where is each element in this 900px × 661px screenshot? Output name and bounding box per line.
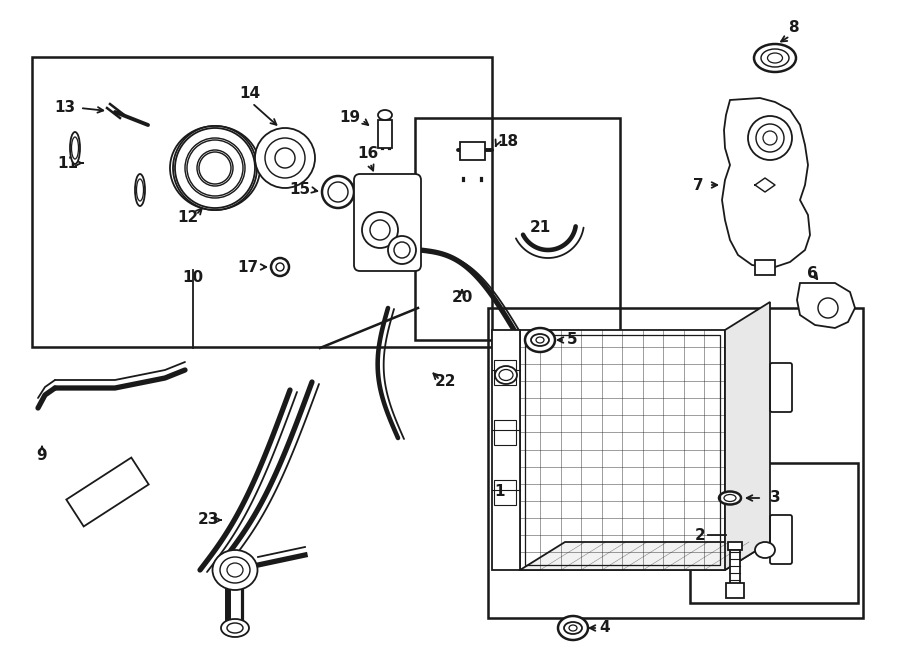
Circle shape [271,258,289,276]
Ellipse shape [212,550,257,590]
Text: 21: 21 [529,221,551,235]
Ellipse shape [70,132,80,164]
Text: 23: 23 [197,512,219,527]
Ellipse shape [322,176,354,208]
Text: 2: 2 [695,527,706,543]
Text: 1: 1 [495,485,505,500]
Bar [378,120,392,148]
Text: 8: 8 [788,20,798,34]
Text: 18: 18 [498,134,518,149]
FancyBboxPatch shape [354,174,421,271]
Ellipse shape [221,619,249,637]
Text: 17: 17 [238,260,258,274]
Circle shape [748,116,792,160]
Circle shape [255,128,315,188]
Text: 19: 19 [339,110,361,126]
Text: 3: 3 [770,490,780,506]
Ellipse shape [135,174,145,206]
Text: 22: 22 [434,375,455,389]
Bar [755,260,775,275]
Text: 15: 15 [290,182,310,198]
Text: 12: 12 [177,210,199,225]
Polygon shape [722,98,810,268]
Ellipse shape [754,44,796,72]
Text: 4: 4 [599,619,610,635]
Bar [492,330,520,570]
Text: 10: 10 [183,270,203,286]
Text: 20: 20 [451,290,472,305]
Ellipse shape [170,126,260,210]
Bar [728,542,742,550]
Bar [690,463,858,603]
Bar [525,335,720,565]
Bar [726,583,744,598]
Ellipse shape [495,366,517,384]
Ellipse shape [525,328,555,352]
Bar [460,142,485,160]
Bar [415,118,620,340]
Ellipse shape [558,616,588,640]
Circle shape [175,128,255,208]
Ellipse shape [378,110,392,120]
Circle shape [362,212,398,248]
Polygon shape [520,542,770,570]
Text: 9: 9 [37,447,48,463]
Bar [488,308,863,618]
Text: 13: 13 [54,100,76,114]
Text: 6: 6 [806,266,817,280]
Text: 14: 14 [239,85,261,100]
Ellipse shape [719,492,741,504]
Text: 16: 16 [357,145,379,161]
Polygon shape [797,283,855,328]
Text: 7: 7 [693,178,703,192]
Ellipse shape [755,542,775,558]
Bar [730,550,740,590]
Polygon shape [67,457,148,526]
Circle shape [173,126,257,210]
Bar [494,480,516,505]
Circle shape [388,236,416,264]
Text: 11: 11 [58,155,78,171]
Bar [494,420,516,445]
Polygon shape [725,302,770,570]
Bar [32,57,492,347]
Bar [520,330,725,570]
Text: 5: 5 [567,332,577,348]
Bar [494,360,516,385]
